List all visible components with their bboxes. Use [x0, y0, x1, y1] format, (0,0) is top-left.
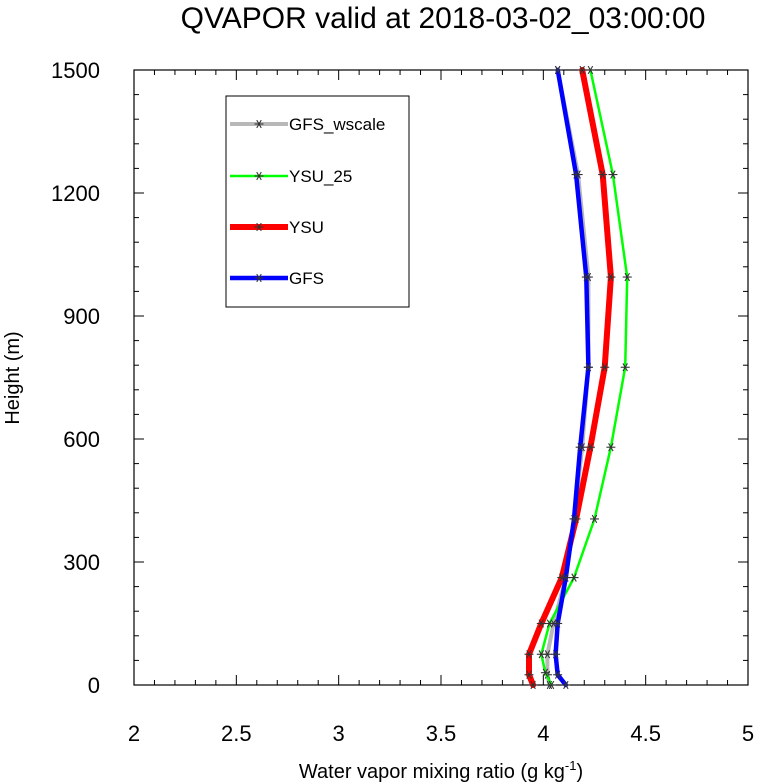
data-point-ysu-25: [536, 650, 546, 659]
y-tick-label: 0: [88, 673, 100, 698]
x-axis-label-superscript: -1: [565, 758, 577, 773]
legend: GFS_wscale YSU_25 YSU GFS: [225, 95, 410, 308]
data-point-ysu: [600, 363, 610, 372]
legend-item-gfs: GFS: [230, 269, 324, 288]
data-point-gfs: [553, 670, 563, 679]
data-point-gfs: [569, 514, 579, 524]
axis-ticks: [133, 69, 749, 686]
data-point-gfs: [553, 619, 563, 628]
x-axis-label: Water vapor mixing ratio (g kg-1): [299, 758, 583, 783]
data-point-ysu-25: [547, 680, 557, 690]
data-point-gfs: [553, 65, 563, 75]
legend-label: GFS_wscale: [289, 115, 385, 134]
legend-marker: [254, 119, 264, 129]
data-point-ysu: [528, 680, 538, 690]
data-point-ysu: [585, 443, 595, 452]
legend-label: YSU_25: [289, 167, 352, 186]
data-point-ysu: [577, 65, 587, 75]
data-point-ysu: [524, 670, 534, 679]
x-tick-labels: 2 2.5 3 3.5 4 4.5 5: [128, 721, 754, 746]
legend-label: YSU: [289, 218, 324, 237]
y-tick-label: 900: [63, 304, 100, 329]
data-point-gfs: [583, 363, 593, 372]
x-axis-label-end: ): [576, 761, 583, 783]
y-axis-label: Height (m): [2, 331, 24, 424]
legend-item-ysu-25: YSU_25: [230, 167, 352, 186]
legend-marker: [254, 171, 264, 181]
chart-title: QVAPOR valid at 2018-03-02_03:00:00: [181, 2, 706, 35]
legend-label: GFS: [289, 269, 324, 288]
y-tick-label: 1500: [51, 58, 100, 83]
x-axis-label-main: Water vapor mixing ratio (g kg: [299, 761, 565, 783]
data-point-ysu-25: [620, 363, 630, 372]
legend-box: [225, 95, 410, 308]
series-ysu-25: [536, 65, 632, 690]
data-point-gfs: [561, 680, 571, 690]
x-tick-label: 2: [128, 721, 140, 746]
data-point-gfs: [561, 573, 571, 582]
data-point-ysu: [598, 170, 608, 179]
data-point-gfs: [551, 650, 561, 659]
series-gfs: [551, 65, 593, 690]
x-tick-label: 4.5: [630, 721, 661, 746]
data-point-ysu: [606, 272, 616, 282]
legend-item-ysu: YSU: [230, 218, 324, 237]
data-point-gfs: [581, 272, 591, 282]
data-point-ysu-25: [544, 619, 554, 628]
y-tick-labels: 0 300 600 900 1200 1500: [51, 58, 100, 698]
data-point-ysu-25: [622, 272, 632, 282]
legend-marker: [254, 273, 264, 283]
y-tick-label: 600: [63, 427, 100, 452]
series-ysu: [524, 65, 616, 690]
x-tick-label: 4: [537, 721, 549, 746]
y-tick-label: 1200: [51, 181, 100, 206]
data-point-ysu-25: [569, 573, 579, 582]
x-tick-label: 3.5: [426, 721, 457, 746]
x-tick-label: 5: [742, 721, 754, 746]
legend-item-gfs-wscale: GFS_wscale: [230, 115, 385, 134]
y-tick-label: 300: [63, 550, 100, 575]
data-point-gfs: [571, 170, 581, 179]
data-point-ysu: [524, 650, 534, 659]
series-layer: [524, 65, 632, 690]
series-line-ysu: [526, 67, 614, 688]
data-point-ysu-25: [540, 668, 550, 677]
data-point-ysu-25: [608, 170, 618, 179]
data-point-ysu-25: [606, 443, 616, 452]
x-tick-label: 2.5: [221, 721, 252, 746]
data-point-ysu: [536, 619, 546, 628]
data-point-ysu-25: [590, 514, 599, 524]
data-point-gfs: [575, 443, 585, 452]
x-tick-label: 3: [333, 721, 345, 746]
legend-marker: [254, 222, 264, 232]
data-point-ysu-25: [585, 65, 595, 75]
